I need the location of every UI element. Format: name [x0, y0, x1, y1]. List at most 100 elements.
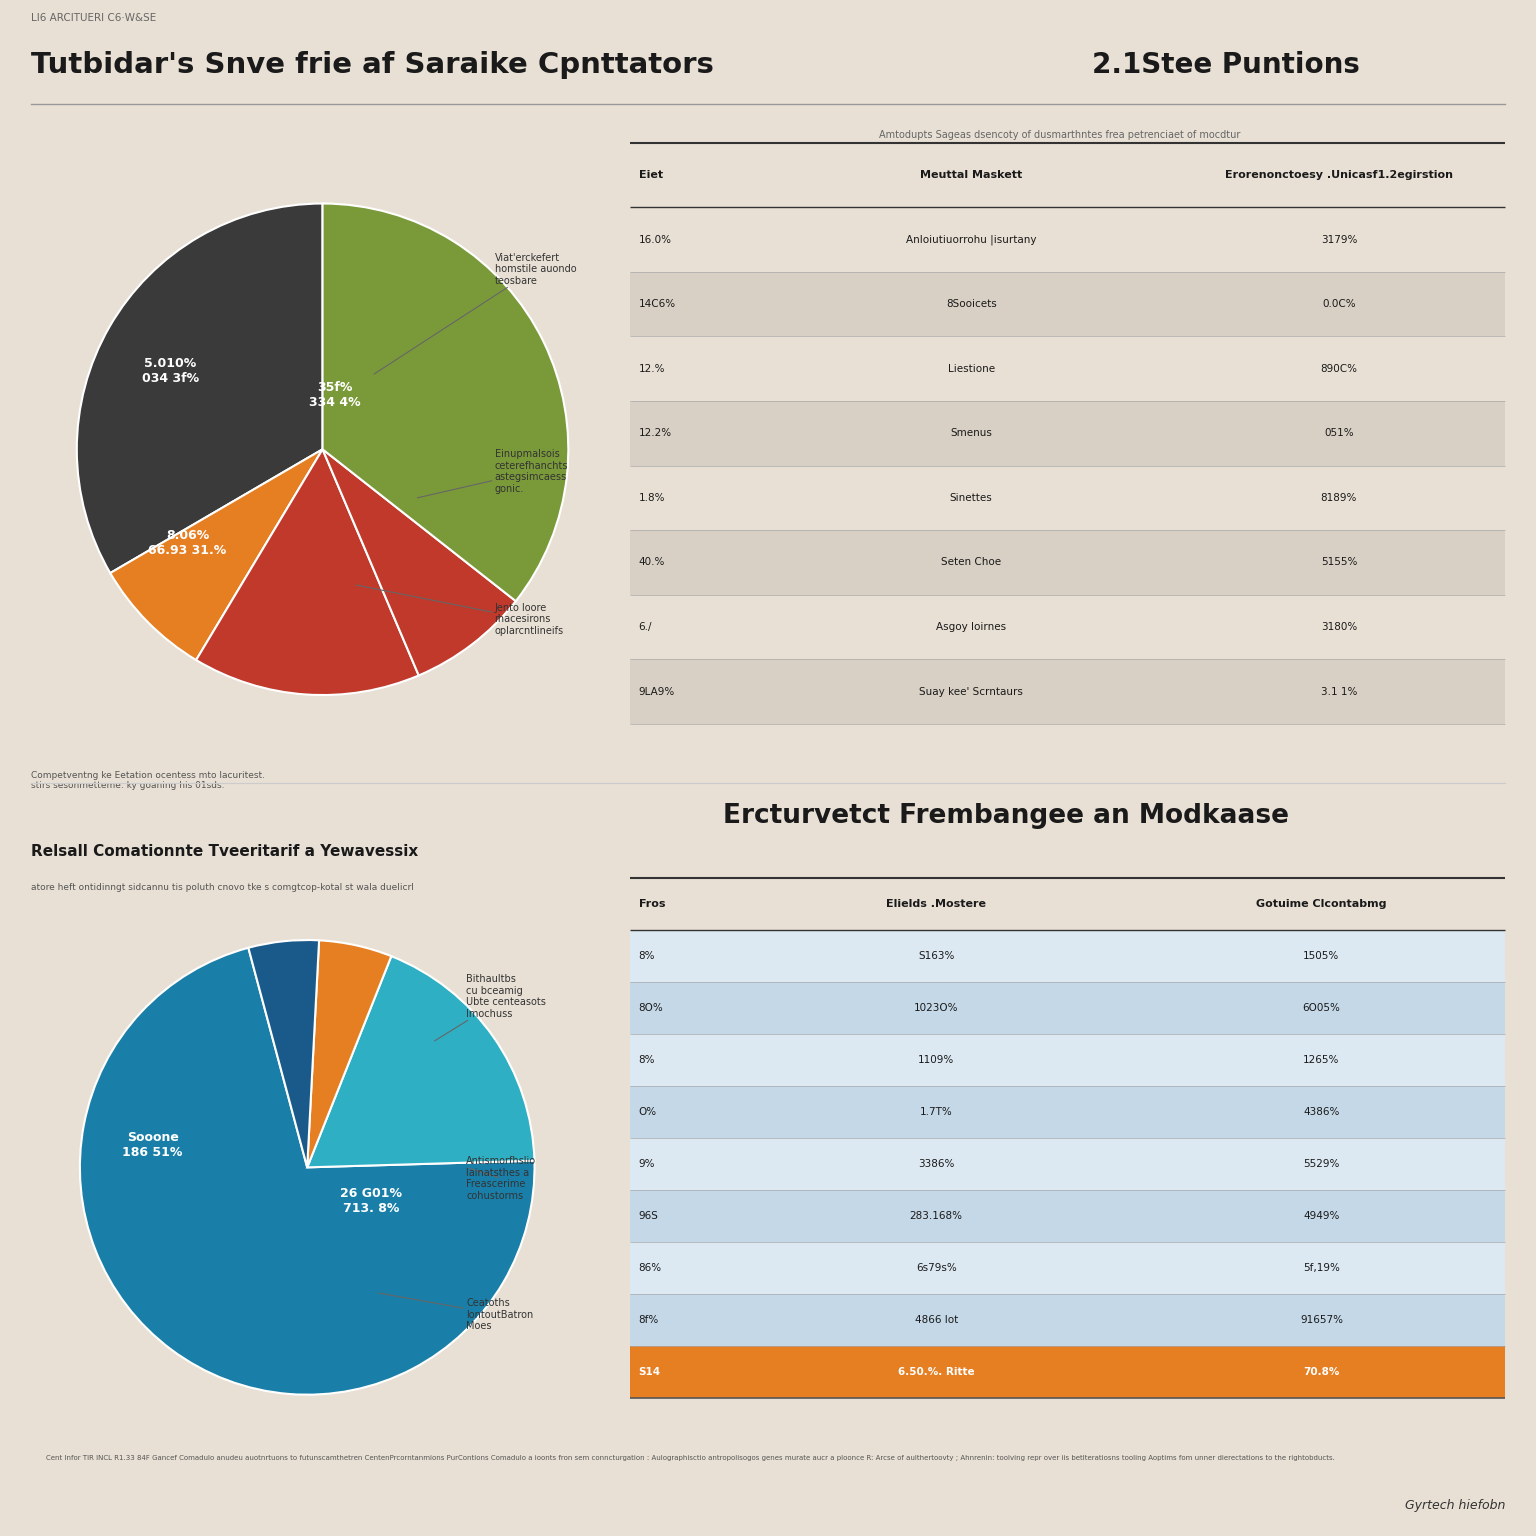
Text: 6s79s%: 6s79s% [915, 1263, 957, 1273]
Text: Antismorfhslio
lainatsthes a
Freascerime
cohustorms: Antismorfhslio lainatsthes a Freascerime… [467, 1157, 536, 1201]
Text: Cent Infor TIR INCL R1.33 84F Gancef Comadulo anudeu auotnrtuons to futunscamthe: Cent Infor TIR INCL R1.33 84F Gancef Com… [46, 1455, 1335, 1461]
FancyBboxPatch shape [630, 530, 1505, 594]
Text: Suay kee' Scrntaurs: Suay kee' Scrntaurs [919, 687, 1023, 697]
Text: 91657%: 91657% [1299, 1315, 1342, 1326]
Text: 3179%: 3179% [1321, 235, 1358, 244]
Text: 8189%: 8189% [1321, 493, 1358, 502]
FancyBboxPatch shape [630, 401, 1505, 465]
Text: 5f,19%: 5f,19% [1303, 1263, 1339, 1273]
Text: Amtodupts Sageas dsencoty of dusmarthntes frea petrenciaet of mocdtur: Amtodupts Sageas dsencoty of dusmarthnte… [879, 131, 1241, 140]
FancyBboxPatch shape [630, 929, 1505, 982]
Wedge shape [249, 940, 319, 1167]
Text: 8%: 8% [639, 1055, 654, 1064]
Text: 12.2%: 12.2% [639, 429, 671, 438]
Text: 1023O%: 1023O% [914, 1003, 958, 1014]
Text: 1505%: 1505% [1303, 951, 1339, 962]
Text: LI6 ARCITUERI C6·W&SE: LI6 ARCITUERI C6·W&SE [31, 12, 157, 23]
Text: 6.50.%. Ritte: 6.50.%. Ritte [899, 1367, 974, 1378]
Text: 2.1Stee Puntions: 2.1Stee Puntions [1092, 51, 1361, 78]
Text: 12.%: 12.% [639, 364, 665, 373]
FancyBboxPatch shape [630, 1346, 1505, 1398]
Text: 890C%: 890C% [1321, 364, 1358, 373]
Text: Smenus: Smenus [951, 429, 992, 438]
Text: Gotuime Clcontabmg: Gotuime Clcontabmg [1256, 899, 1387, 909]
FancyBboxPatch shape [630, 659, 1505, 723]
Text: Competventng ke Eetation ocentess mto lacuritest.
stirs sesonmetteme. ky goaning: Competventng ke Eetation ocentess mto la… [31, 771, 264, 791]
Text: O%: O% [639, 1107, 657, 1117]
Text: 1109%: 1109% [919, 1055, 954, 1064]
Text: 8Sooicets: 8Sooicets [946, 300, 997, 309]
Text: 0.0C%: 0.0C% [1322, 300, 1356, 309]
FancyBboxPatch shape [630, 1190, 1505, 1243]
Wedge shape [307, 940, 392, 1167]
Text: Seten Choe: Seten Choe [942, 558, 1001, 567]
Text: 051%: 051% [1324, 429, 1353, 438]
FancyBboxPatch shape [630, 336, 1505, 401]
Text: Eiet: Eiet [639, 170, 662, 180]
Text: Relsall Comationnte Tveeritarif a Yewavessix: Relsall Comationnte Tveeritarif a Yewave… [31, 845, 418, 860]
Text: Bithaultbs
cu bceamig
Ubte centeasots
Imochuss: Bithaultbs cu bceamig Ubte centeasots Im… [435, 974, 547, 1041]
Text: Sooone
186 51%: Sooone 186 51% [123, 1130, 183, 1158]
Text: 8%: 8% [639, 951, 654, 962]
Text: 4386%: 4386% [1303, 1107, 1339, 1117]
Text: atore heft ontidinngt sidcannu tis poluth cnovo tke s comgtcop-kotal st wala due: atore heft ontidinngt sidcannu tis polut… [31, 883, 413, 892]
Text: Ceatoths
lontoutBatron
Moes: Ceatoths lontoutBatron Moes [378, 1293, 533, 1332]
Wedge shape [307, 957, 535, 1167]
Text: 6O05%: 6O05% [1303, 1003, 1341, 1014]
FancyBboxPatch shape [630, 1243, 1505, 1295]
FancyBboxPatch shape [630, 465, 1505, 530]
FancyBboxPatch shape [630, 1086, 1505, 1138]
Text: 96S: 96S [639, 1212, 659, 1221]
Text: 35f%
334 4%: 35f% 334 4% [309, 381, 361, 409]
Text: Meuttal Maskett: Meuttal Maskett [920, 170, 1023, 180]
Text: 5529%: 5529% [1303, 1160, 1339, 1169]
Text: 1.7T%: 1.7T% [920, 1107, 952, 1117]
FancyBboxPatch shape [630, 594, 1505, 659]
Text: 3386%: 3386% [919, 1160, 954, 1169]
Text: 6./: 6./ [639, 622, 651, 631]
Text: Elields .Mostere: Elields .Mostere [886, 899, 986, 909]
FancyBboxPatch shape [630, 1295, 1505, 1346]
Text: 9LA9%: 9LA9% [639, 687, 674, 697]
Text: Ercturvetct Frembangee an Modkaase: Ercturvetct Frembangee an Modkaase [723, 803, 1289, 828]
Wedge shape [111, 449, 323, 660]
Text: Einupmalsois
ceterefhanchts
astegsimcaess
gonic.: Einupmalsois ceterefhanchts astegsimcaes… [418, 449, 568, 498]
Text: Tutbidar's Snve frie af Saraike Cpnttators: Tutbidar's Snve frie af Saraike Cpnttato… [31, 51, 714, 78]
Text: 40.%: 40.% [639, 558, 665, 567]
Text: Sinettes: Sinettes [949, 493, 992, 502]
FancyBboxPatch shape [630, 982, 1505, 1034]
Text: 5155%: 5155% [1321, 558, 1358, 567]
Text: Gyrtech hiefobn: Gyrtech hiefobn [1405, 1499, 1505, 1511]
Wedge shape [77, 204, 323, 573]
Text: Fros: Fros [639, 899, 665, 909]
FancyBboxPatch shape [630, 1138, 1505, 1190]
Text: 26 G01%
713. 8%: 26 G01% 713. 8% [339, 1187, 402, 1215]
Text: S163%: S163% [919, 951, 954, 962]
Text: 14C6%: 14C6% [639, 300, 676, 309]
Text: Liestione: Liestione [948, 364, 995, 373]
Text: 86%: 86% [639, 1263, 662, 1273]
Wedge shape [197, 449, 419, 694]
Text: 8f%: 8f% [639, 1315, 659, 1326]
Text: Anloiutiuorrohu |isurtany: Anloiutiuorrohu |isurtany [906, 235, 1037, 244]
FancyBboxPatch shape [630, 272, 1505, 336]
Text: Jento loore
rhacesirons
oplarcntlineifs: Jento loore rhacesirons oplarcntlineifs [356, 585, 564, 636]
Wedge shape [323, 204, 568, 601]
Text: 16.0%: 16.0% [639, 235, 671, 244]
Text: 3.1 1%: 3.1 1% [1321, 687, 1358, 697]
Text: 70.8%: 70.8% [1303, 1367, 1339, 1378]
Text: 8.06%
66.93 31.%: 8.06% 66.93 31.% [149, 528, 226, 556]
FancyBboxPatch shape [630, 1034, 1505, 1086]
Wedge shape [323, 449, 516, 676]
Text: 9%: 9% [639, 1160, 654, 1169]
Text: S14: S14 [639, 1367, 660, 1378]
FancyBboxPatch shape [630, 207, 1505, 272]
Text: 5.010%
034 3f%: 5.010% 034 3f% [141, 356, 198, 384]
Text: 1265%: 1265% [1303, 1055, 1339, 1064]
Text: Erorenonctoesy .Unicasf1.2egirstion: Erorenonctoesy .Unicasf1.2egirstion [1224, 170, 1453, 180]
Text: 8O%: 8O% [639, 1003, 664, 1014]
Text: 3180%: 3180% [1321, 622, 1358, 631]
Text: Viat'erckefert
homstile auondo
teosbare: Viat'erckefert homstile auondo teosbare [375, 253, 576, 375]
Wedge shape [80, 948, 535, 1395]
Text: 4949%: 4949% [1303, 1212, 1339, 1221]
